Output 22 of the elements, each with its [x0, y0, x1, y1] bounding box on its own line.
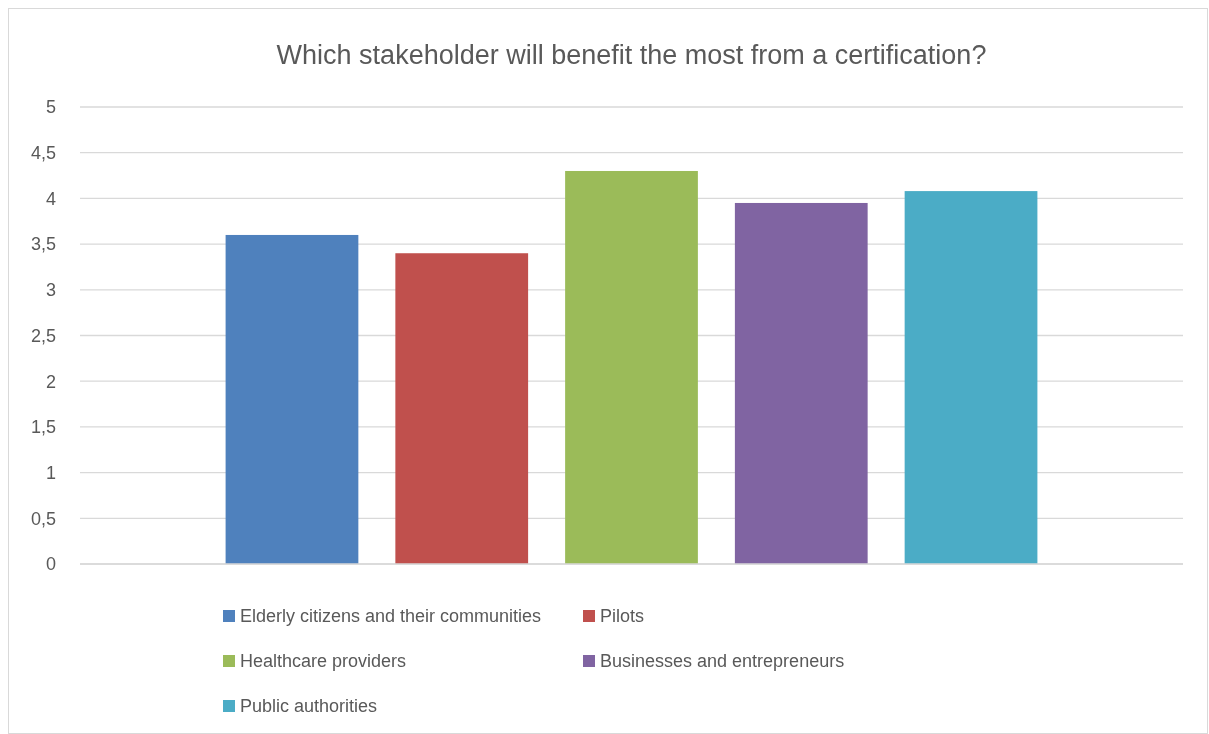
legend-label: Pilots [600, 606, 645, 627]
y-tick-label: 5 [45, 97, 56, 118]
y-tick-label: 2 [45, 371, 56, 392]
bar [734, 202, 868, 564]
y-tick-label: 0,5 [30, 508, 56, 529]
bar [225, 234, 359, 564]
legend-label: Businesses and entrepreneurs [600, 651, 845, 672]
y-tick-label: 4 [45, 188, 56, 209]
y-tick-label: 2,5 [30, 325, 56, 346]
legend-label: Elderly citizens and their communities [240, 606, 542, 627]
y-tick-label: 4,5 [30, 143, 56, 163]
y-tick-label: 1 [45, 462, 56, 483]
y-tick-label: 3,5 [30, 234, 56, 255]
legend-label: Healthcare providers [240, 651, 407, 672]
bar [904, 191, 1038, 564]
y-tick-label: 3 [45, 280, 56, 301]
y-tick-label: 1,5 [30, 417, 56, 438]
bar [395, 253, 529, 564]
y-tick-label: 0 [45, 554, 56, 575]
bar [565, 170, 698, 564]
chart-title: Which stakeholder will benefit the most from a certification? [276, 40, 987, 70]
legend-label: Public authorities [240, 696, 378, 717]
